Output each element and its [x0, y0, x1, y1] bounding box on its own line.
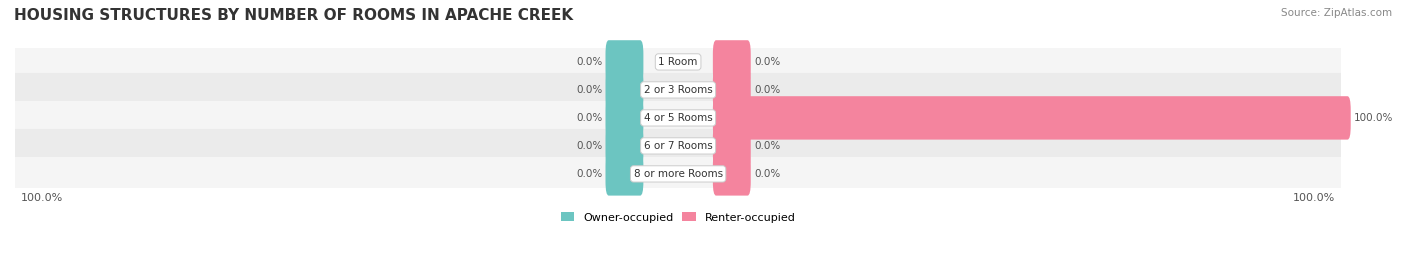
Text: 0.0%: 0.0%: [576, 113, 602, 123]
Text: 1 Room: 1 Room: [658, 57, 697, 67]
FancyBboxPatch shape: [606, 40, 644, 84]
FancyBboxPatch shape: [713, 96, 1351, 140]
Text: 0.0%: 0.0%: [576, 57, 602, 67]
FancyBboxPatch shape: [606, 68, 644, 112]
FancyBboxPatch shape: [606, 96, 644, 140]
FancyBboxPatch shape: [15, 101, 1341, 135]
FancyBboxPatch shape: [15, 157, 1341, 191]
Legend: Owner-occupied, Renter-occupied: Owner-occupied, Renter-occupied: [557, 208, 800, 227]
Text: 0.0%: 0.0%: [754, 141, 780, 151]
FancyBboxPatch shape: [713, 68, 751, 112]
Text: 0.0%: 0.0%: [754, 169, 780, 179]
FancyBboxPatch shape: [606, 124, 644, 168]
Text: Source: ZipAtlas.com: Source: ZipAtlas.com: [1281, 8, 1392, 18]
FancyBboxPatch shape: [15, 45, 1341, 79]
Text: 0.0%: 0.0%: [576, 141, 602, 151]
Text: 6 or 7 Rooms: 6 or 7 Rooms: [644, 141, 713, 151]
Text: 100.0%: 100.0%: [21, 193, 63, 203]
Text: 0.0%: 0.0%: [576, 85, 602, 95]
FancyBboxPatch shape: [713, 124, 751, 168]
Text: 0.0%: 0.0%: [754, 57, 780, 67]
Text: 100.0%: 100.0%: [1292, 193, 1334, 203]
Text: 100.0%: 100.0%: [1354, 113, 1393, 123]
Text: 4 or 5 Rooms: 4 or 5 Rooms: [644, 113, 713, 123]
Text: 8 or more Rooms: 8 or more Rooms: [634, 169, 723, 179]
Text: 2 or 3 Rooms: 2 or 3 Rooms: [644, 85, 713, 95]
FancyBboxPatch shape: [606, 152, 644, 196]
Text: HOUSING STRUCTURES BY NUMBER OF ROOMS IN APACHE CREEK: HOUSING STRUCTURES BY NUMBER OF ROOMS IN…: [14, 8, 574, 23]
FancyBboxPatch shape: [713, 40, 751, 84]
FancyBboxPatch shape: [15, 129, 1341, 163]
Text: 0.0%: 0.0%: [576, 169, 602, 179]
FancyBboxPatch shape: [15, 73, 1341, 107]
FancyBboxPatch shape: [713, 152, 751, 196]
Text: 0.0%: 0.0%: [754, 85, 780, 95]
